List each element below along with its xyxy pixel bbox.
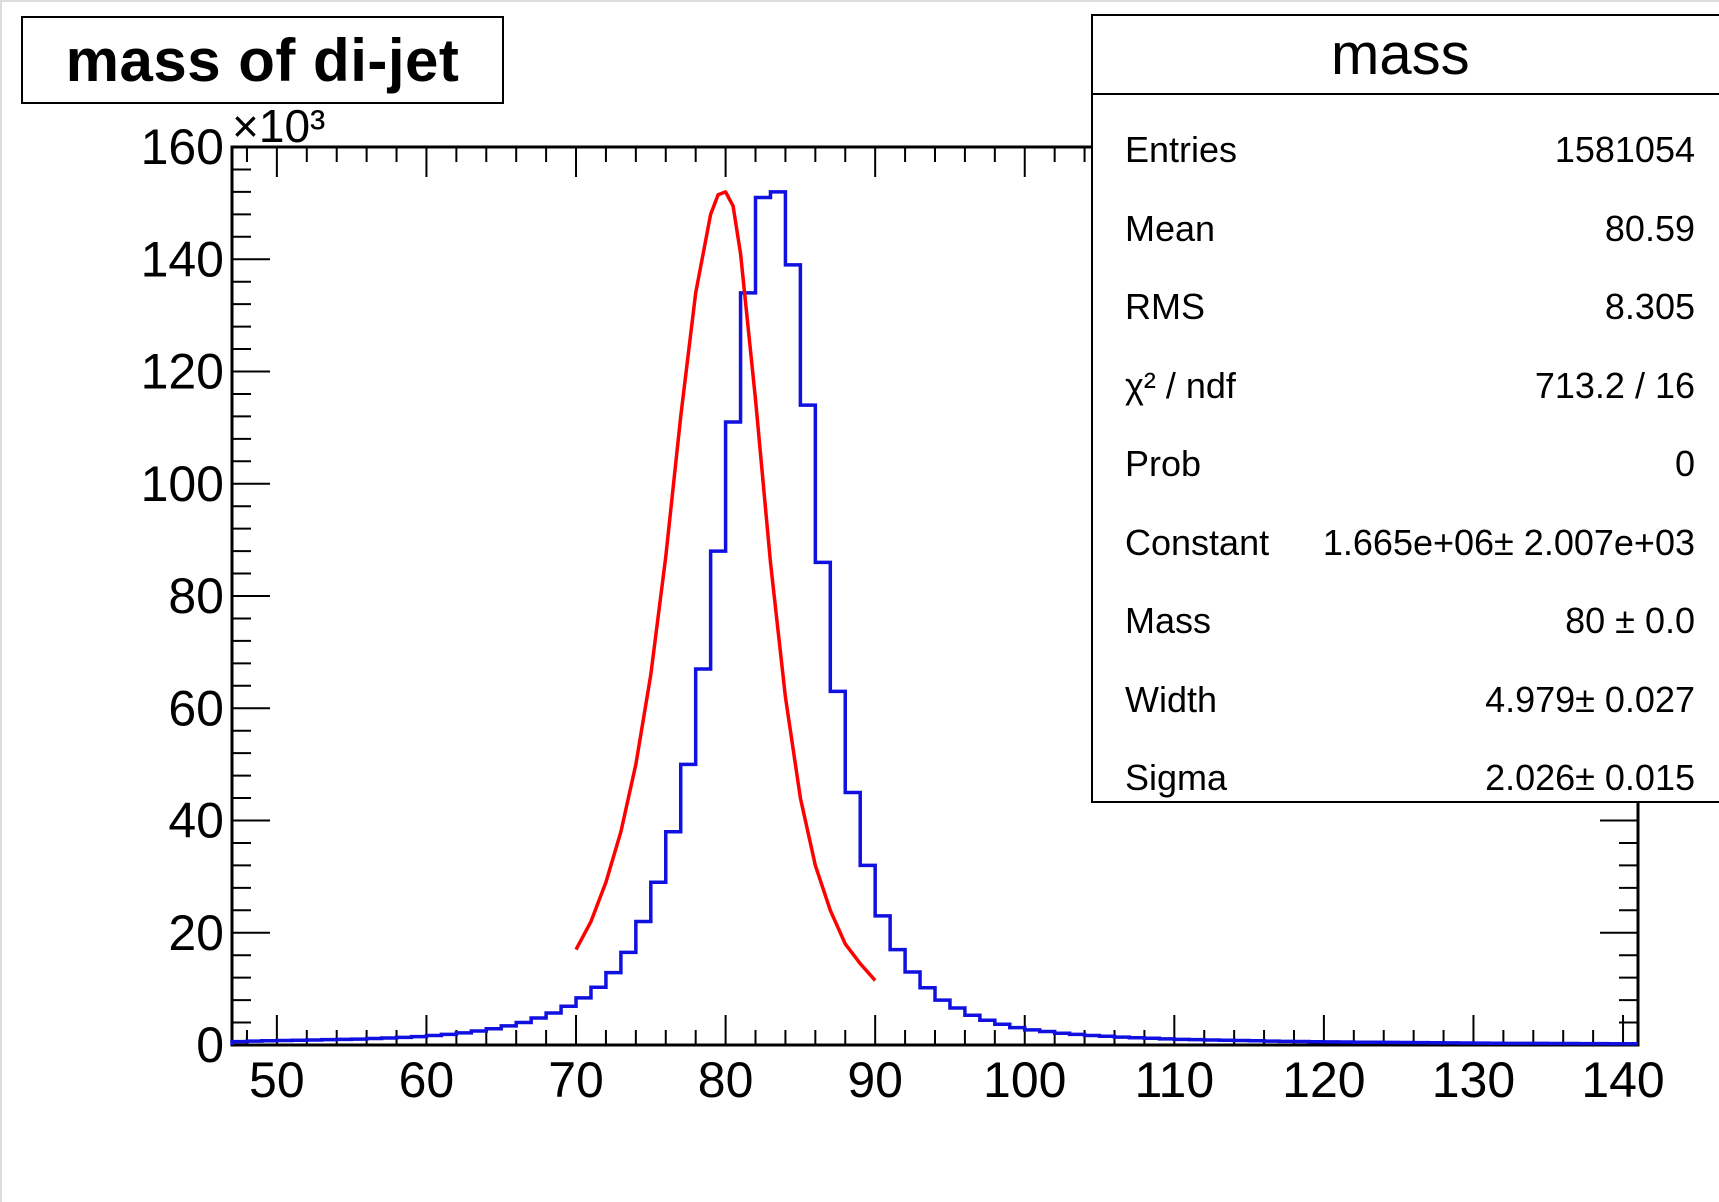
stats-value: 80 ± 0.0: [1565, 600, 1695, 641]
y-multiplier-label: ×10³: [232, 100, 325, 152]
x-tick-label: 80: [698, 1052, 754, 1108]
stats-value: 713.2 / 16: [1534, 364, 1695, 406]
y-tick-label: 60: [168, 680, 224, 736]
x-tick-label: 130: [1432, 1052, 1515, 1108]
stats-row: RMS 8.305: [1125, 277, 1695, 337]
stats-row: Width 4.979± 0.027: [1125, 670, 1695, 730]
chart-title: mass of di-jet: [65, 26, 460, 94]
stats-label: RMS: [1125, 286, 1205, 327]
stats-row: Constant 1.665e+06± 2.007e+03: [1125, 513, 1695, 573]
y-tick-label: 20: [168, 905, 224, 961]
stats-row: Sigma 2.026± 0.015: [1125, 748, 1695, 808]
stats-label: χ² / ndf: [1125, 364, 1236, 406]
stats-title: mass: [1093, 16, 1719, 95]
x-tick-label: 110: [1134, 1052, 1214, 1108]
fit-curve: [574, 190, 877, 982]
stats-value: 1581054: [1554, 129, 1695, 170]
y-tick-label: 80: [168, 568, 224, 624]
y-tick-label: 100: [141, 456, 224, 512]
x-tick-label: 60: [399, 1052, 455, 1108]
y-tick-label: 40: [168, 793, 224, 849]
y-tick-label: 120: [141, 344, 224, 400]
stats-box: mass Entries 1581054 Mean 80.59 RMS 8.305 χ² /…: [1091, 14, 1719, 803]
x-tick-label: 100: [983, 1052, 1066, 1108]
stats-row: Mass 80 ± 0.0: [1125, 591, 1695, 651]
y-tick-label: 0: [196, 1017, 224, 1073]
chart-title-box: mass of di-jet: [21, 16, 504, 104]
y-tick-label: 140: [141, 231, 224, 287]
stats-row: Entries 1581054: [1125, 120, 1695, 180]
stats-value: 8.305: [1604, 286, 1695, 327]
stats-row: χ² / ndf 713.2 / 16: [1125, 356, 1695, 416]
x-tick-label: 70: [548, 1052, 604, 1108]
stats-value: 4.979± 0.027: [1485, 678, 1695, 720]
stats-label: Sigma: [1125, 757, 1228, 798]
x-tick-label: 50: [249, 1052, 305, 1108]
stats-value: 0: [1674, 443, 1695, 484]
stats-value: 1.665e+06± 2.007e+03: [1322, 521, 1695, 563]
stats-label: Width: [1125, 678, 1218, 720]
x-tick-label: 140: [1581, 1052, 1664, 1108]
y-tick-label: 160: [141, 119, 224, 175]
stats-row: Prob 0: [1125, 434, 1695, 494]
stats-label: Prob: [1125, 443, 1202, 484]
stats-label: Entries: [1125, 129, 1238, 170]
stats-value: 2.026± 0.015: [1485, 757, 1695, 798]
stats-label: Mean: [1125, 207, 1216, 249]
stats-label: Mass: [1125, 600, 1212, 641]
stats-label: Constant: [1125, 521, 1270, 563]
stats-row: Mean 80.59: [1125, 199, 1695, 259]
x-tick-label: 120: [1282, 1052, 1365, 1108]
x-tick-label: 90: [847, 1052, 903, 1108]
histogram-series: [230, 190, 1638, 1046]
stats-value: 80.59: [1604, 207, 1695, 249]
